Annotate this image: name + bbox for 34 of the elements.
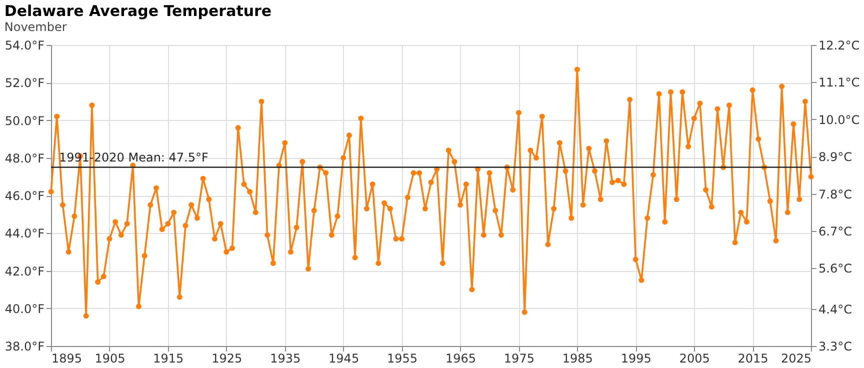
x-tick-label: 1995 (620, 352, 652, 366)
x-tick-label: 1955 (386, 352, 418, 366)
x-tick-label: 1975 (504, 352, 534, 366)
y-tick-label: 46.0°F (4, 189, 45, 203)
x-tick-label: 1925 (212, 352, 242, 366)
y2-tick-label: 4.4°C (818, 302, 852, 316)
y2-tick-label: 12.2°C (818, 38, 860, 52)
x-tick-label: 1905 (94, 352, 126, 366)
x-tick-label: 2015 (738, 352, 768, 366)
x-tick-label: 1935 (270, 352, 301, 366)
y2-tick-label: 6.7°C (818, 224, 852, 239)
y-tick-label: 48.0°F (4, 151, 45, 166)
y2-tick-label: 8.9°C (818, 150, 852, 164)
chart-subtitle: November (4, 20, 67, 34)
y-tick-label: 52.0°F (4, 76, 45, 90)
y-tick-label: 50.0°F (4, 114, 45, 128)
x-tick-label: 1895 (52, 352, 82, 366)
x-tick-label: 2025 (780, 352, 812, 366)
y-tick-label: 44.0°F (4, 226, 45, 241)
y-tick-label: 40.0°F (4, 302, 45, 316)
y2-tick-label: 5.6°C (818, 262, 852, 276)
y2-tick-label: 11.1°C (818, 76, 860, 90)
y2-tick-label: 7.8°C (818, 187, 852, 202)
x-tick-label: 1915 (153, 352, 184, 366)
y2-tick-label: 10.0°C (818, 112, 860, 127)
y-tick-label: 54.0°F (4, 38, 45, 52)
y2-tick-label: 3.3°C (818, 340, 852, 354)
y-tick-label: 38.0°F (4, 340, 45, 354)
x-tick-label: 1985 (562, 352, 593, 366)
chart-title: Delaware Average Temperature (4, 2, 272, 20)
x-tick-label: 1945 (328, 352, 360, 366)
y-tick-label: 42.0°F (4, 264, 45, 278)
x-tick-label: 1965 (445, 352, 476, 366)
x-tick-label: 2005 (679, 352, 710, 366)
